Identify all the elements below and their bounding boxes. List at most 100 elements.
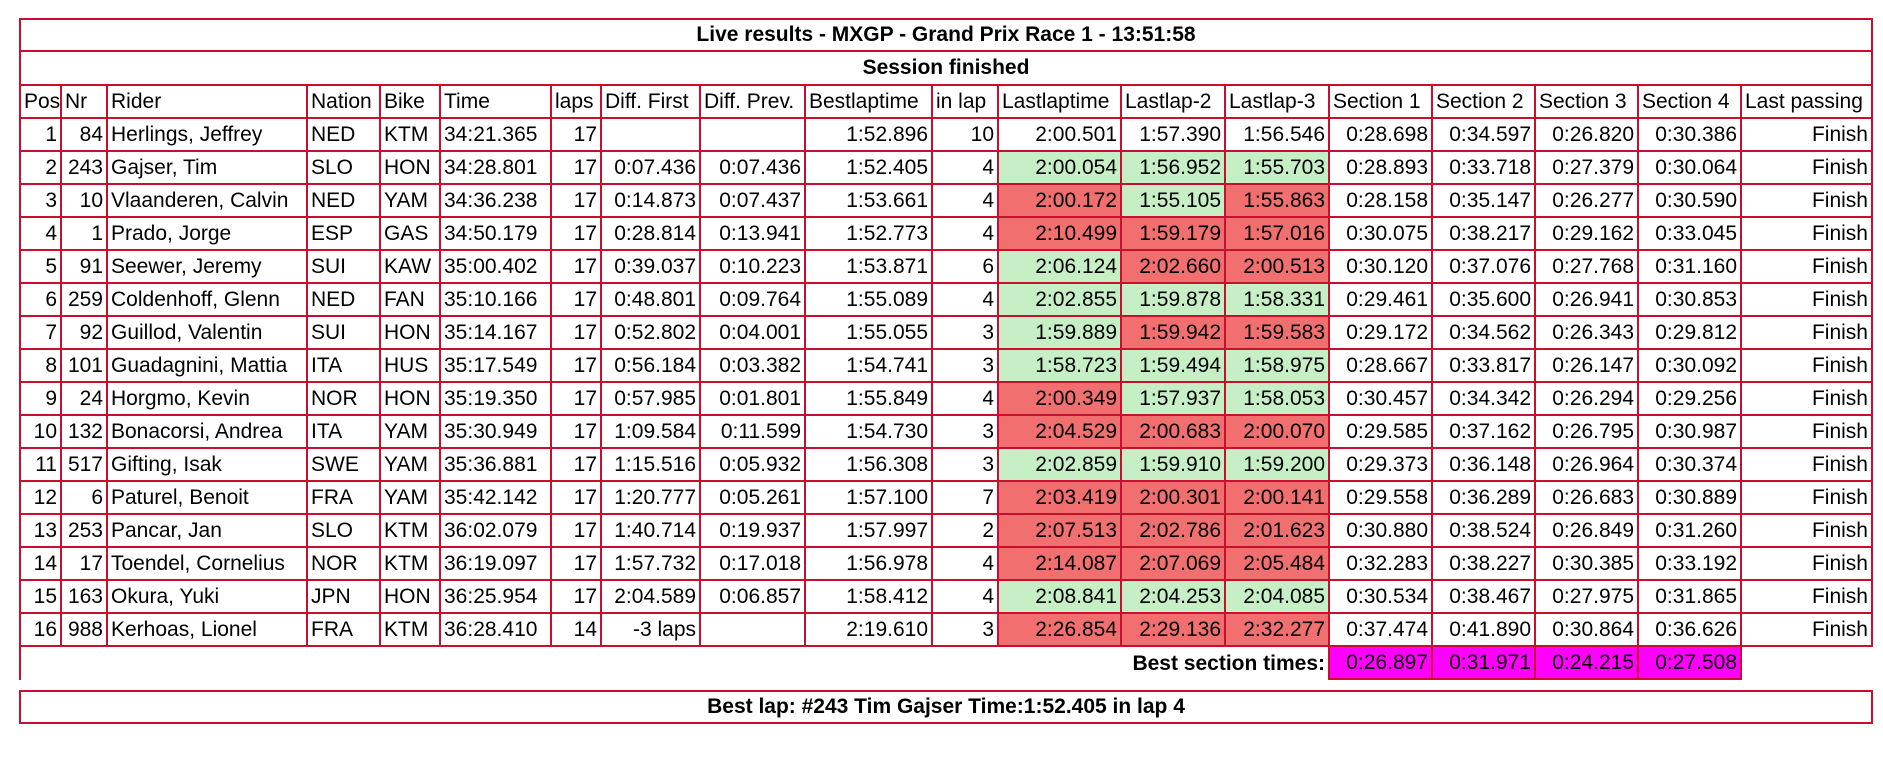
best-sections-row: Best section times: 0:26.897 0:31.971 0:… xyxy=(19,647,1873,680)
cell-pos: 7 xyxy=(19,317,62,350)
col-header-nation[interactable]: Nation xyxy=(308,86,381,119)
col-header-laps[interactable]: laps xyxy=(552,86,602,119)
table-row[interactable]: 7 92 Guillod, Valentin SUI HON 35:14.167 17 0:5… xyxy=(19,317,1873,350)
cell-section-1: 0:28.698 xyxy=(1330,119,1433,152)
col-header-rider[interactable]: Rider xyxy=(108,86,308,119)
cell-time: 36:02.079 xyxy=(441,515,552,548)
cell-section-2: 0:41.890 xyxy=(1433,614,1536,647)
col-header-section-3[interactable]: Section 3 xyxy=(1536,86,1639,119)
col-header-lastlap-2[interactable]: Lastlap-2 xyxy=(1122,86,1226,119)
col-header-in-lap[interactable]: in lap xyxy=(933,86,999,119)
col-header-lastlaptime[interactable]: Lastlaptime xyxy=(999,86,1122,119)
cell-time: 35:19.350 xyxy=(441,383,552,416)
cell-bike: KTM xyxy=(381,515,441,548)
cell-nr: 10 xyxy=(62,185,108,218)
cell-diff-prev: 0:13.941 xyxy=(701,218,806,251)
table-row[interactable]: 15 163 Okura, Yuki JPN HON 36:25.954 17 2:04.58… xyxy=(19,581,1873,614)
cell-lastlap-3: 1:58.331 xyxy=(1226,284,1330,317)
col-header-bestlaptime[interactable]: Bestlaptime xyxy=(806,86,933,119)
table-row[interactable]: 12 6 Paturel, Benoit FRA YAM 35:42.142 17 1:20.… xyxy=(19,482,1873,515)
cell-section-1: 0:29.558 xyxy=(1330,482,1433,515)
cell-bike: HON xyxy=(381,581,441,614)
cell-time: 36:19.097 xyxy=(441,548,552,581)
col-header-pos[interactable]: Pos xyxy=(19,86,62,119)
cell-section-3: 0:26.277 xyxy=(1536,185,1639,218)
col-header-diff-first[interactable]: Diff. First xyxy=(602,86,701,119)
cell-diff-prev: 0:05.932 xyxy=(701,449,806,482)
cell-in-lap: 2 xyxy=(933,515,999,548)
cell-nr: 101 xyxy=(62,350,108,383)
col-header-section-4[interactable]: Section 4 xyxy=(1639,86,1742,119)
cell-laps: 17 xyxy=(552,251,602,284)
col-header-section-2[interactable]: Section 2 xyxy=(1433,86,1536,119)
cell-section-1: 0:29.585 xyxy=(1330,416,1433,449)
table-row[interactable]: 3 10 Vlaanderen, Calvin NED YAM 34:36.238 17 0:… xyxy=(19,185,1873,218)
table-row[interactable]: 5 91 Seewer, Jeremy SUI KAW 35:00.402 17 0:39.0… xyxy=(19,251,1873,284)
cell-in-lap: 6 xyxy=(933,251,999,284)
cell-last-passing: Finish xyxy=(1742,317,1873,350)
cell-nr: 91 xyxy=(62,251,108,284)
cell-nation: SLO xyxy=(308,152,381,185)
cell-bestlaptime: 1:55.849 xyxy=(806,383,933,416)
table-row[interactable]: 13 253 Pancar, Jan SLO KTM 36:02.079 17 1:40.71… xyxy=(19,515,1873,548)
cell-rider: Gajser, Tim xyxy=(108,152,308,185)
cell-lastlaptime: 2:00.172 xyxy=(999,185,1122,218)
cell-bike: HUS xyxy=(381,350,441,383)
cell-bestlaptime: 1:57.997 xyxy=(806,515,933,548)
col-header-time[interactable]: Time xyxy=(441,86,552,119)
cell-pos: 4 xyxy=(19,218,62,251)
cell-section-2: 0:38.227 xyxy=(1433,548,1536,581)
cell-last-passing: Finish xyxy=(1742,383,1873,416)
table-row[interactable]: 9 24 Horgmo, Kevin NOR HON 35:19.350 17 0:57.98… xyxy=(19,383,1873,416)
table-row[interactable]: 8 101 Guadagnini, Mattia ITA HUS 35:17.549 17 0… xyxy=(19,350,1873,383)
cell-rider: Paturel, Benoit xyxy=(108,482,308,515)
cell-bestlaptime: 1:58.412 xyxy=(806,581,933,614)
col-header-bike[interactable]: Bike xyxy=(381,86,441,119)
table-row[interactable]: 2 243 Gajser, Tim SLO HON 34:28.801 17 0:07.436… xyxy=(19,152,1873,185)
cell-bike: GAS xyxy=(381,218,441,251)
cell-section-3: 0:26.294 xyxy=(1536,383,1639,416)
cell-lastlaptime: 2:10.499 xyxy=(999,218,1122,251)
cell-lastlap-3: 1:59.583 xyxy=(1226,317,1330,350)
cell-in-lap: 4 xyxy=(933,185,999,218)
cell-section-3: 0:26.849 xyxy=(1536,515,1639,548)
cell-pos: 14 xyxy=(19,548,62,581)
table-row[interactable]: 6 259 Coldenhoff, Glenn NED FAN 35:10.166 17 0:… xyxy=(19,284,1873,317)
cell-section-2: 0:35.600 xyxy=(1433,284,1536,317)
cell-pos: 16 xyxy=(19,614,62,647)
cell-time: 34:21.365 xyxy=(441,119,552,152)
table-row[interactable]: 10 132 Bonacorsi, Andrea ITA YAM 35:30.949 17 1… xyxy=(19,416,1873,449)
table-row[interactable]: 4 1 Prado, Jorge ESP GAS 34:50.179 17 0:28.814 0… xyxy=(19,218,1873,251)
cell-section-3: 0:26.683 xyxy=(1536,482,1639,515)
table-row[interactable]: 11 517 Gifting, Isak SWE YAM 35:36.881 17 1:15.… xyxy=(19,449,1873,482)
col-header-diff-prev[interactable]: Diff. Prev. xyxy=(701,86,806,119)
cell-rider: Prado, Jorge xyxy=(108,218,308,251)
col-header-last-passing[interactable]: Last passing xyxy=(1742,86,1873,119)
cell-diff-prev: 0:19.937 xyxy=(701,515,806,548)
cell-section-3: 0:27.975 xyxy=(1536,581,1639,614)
cell-laps: 17 xyxy=(552,515,602,548)
cell-bestlaptime: 1:56.978 xyxy=(806,548,933,581)
cell-time: 34:28.801 xyxy=(441,152,552,185)
cell-lastlaptime: 2:00.054 xyxy=(999,152,1122,185)
cell-section-4: 0:30.064 xyxy=(1639,152,1742,185)
cell-section-4: 0:36.626 xyxy=(1639,614,1742,647)
cell-diff-first: 0:52.802 xyxy=(602,317,701,350)
table-row[interactable]: 1 84 Herlings, Jeffrey NED KTM 34:21.365 17 1:5… xyxy=(19,119,1873,152)
col-header-lastlap-3[interactable]: Lastlap-3 xyxy=(1226,86,1330,119)
cell-bike: KAW xyxy=(381,251,441,284)
cell-laps: 17 xyxy=(552,416,602,449)
cell-bestlaptime: 1:54.741 xyxy=(806,350,933,383)
col-header-nr[interactable]: Nr xyxy=(62,86,108,119)
cell-section-4: 0:33.045 xyxy=(1639,218,1742,251)
cell-section-1: 0:29.373 xyxy=(1330,449,1433,482)
cell-time: 35:14.167 xyxy=(441,317,552,350)
cell-section-3: 0:27.768 xyxy=(1536,251,1639,284)
table-row[interactable]: 16 988 Kerhoas, Lionel FRA KTM 36:28.410 14 -3 … xyxy=(19,614,1873,647)
table-row[interactable]: 14 17 Toendel, Cornelius NOR KTM 36:19.097 17 1… xyxy=(19,548,1873,581)
col-header-section-1[interactable]: Section 1 xyxy=(1330,86,1433,119)
cell-in-lap: 4 xyxy=(933,548,999,581)
cell-nr: 17 xyxy=(62,548,108,581)
cell-last-passing: Finish xyxy=(1742,119,1873,152)
cell-diff-first: 0:07.436 xyxy=(602,152,701,185)
